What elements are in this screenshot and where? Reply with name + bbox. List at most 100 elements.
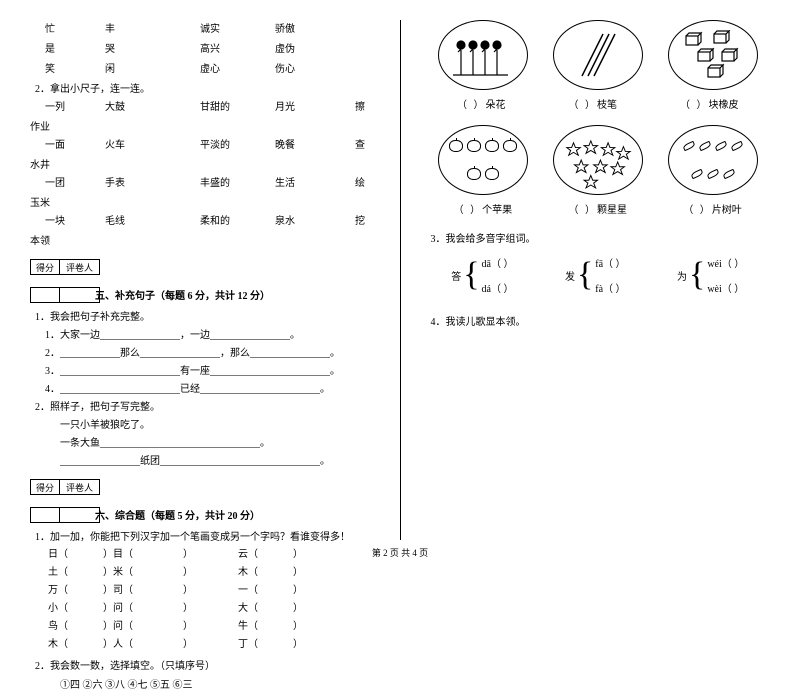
word: 水井 — [30, 156, 375, 171]
antonym-block: 忙 丰 诚实 骄傲 是 哭 高兴 虚伪 笑 闲 虚心 伤心 — [30, 20, 375, 75]
count-label: （ ）块橡皮 — [680, 96, 739, 111]
pinyin-top: dā（ ） — [482, 255, 514, 270]
word: 诚实 — [200, 20, 275, 35]
brace-icon: { — [463, 258, 479, 292]
brace-icon: { — [689, 258, 705, 292]
word: 平淡的 — [200, 136, 275, 151]
pinyin-bot: wèi（ ） — [707, 280, 744, 295]
grader-cell: 评卷人 — [60, 259, 100, 275]
word: 伤心 — [275, 60, 355, 75]
pinyin-bot: dá（ ） — [482, 280, 514, 295]
count-label: （ ）枝笔 — [569, 96, 618, 111]
pinyin-row: 答{dā（ ）dá（ ）发{fā（ ）fà（ ）为{wéi（ ）wèi（ ） — [426, 255, 771, 295]
char: 发 — [565, 268, 575, 283]
word: 本领 — [30, 232, 375, 247]
word: 高兴 — [200, 40, 275, 55]
image-row-1 — [426, 20, 771, 90]
word: 虚伪 — [275, 40, 355, 55]
word: 哭 — [105, 40, 200, 55]
word: 甘甜的 — [200, 98, 275, 113]
grader-cell: 评卷人 — [60, 479, 100, 495]
word: 笑 — [45, 60, 105, 75]
word: 月光 — [275, 98, 355, 113]
word: 一块 — [45, 212, 105, 227]
char-row: 土（）米（）木（） — [48, 564, 375, 582]
pinyin-bot: fà（ ） — [595, 280, 625, 295]
word: 丰盛的 — [200, 174, 275, 189]
word: 挖 — [355, 212, 365, 227]
word: 是 — [45, 40, 105, 55]
q2-title: 2．拿出小尺子，连一连。 — [35, 80, 375, 95]
flowers-icon — [438, 20, 528, 90]
word: 火车 — [105, 136, 200, 151]
grader-blank — [60, 507, 100, 523]
count-label: （ ）朵花 — [457, 96, 506, 111]
q6-2: 2．我会数一数，选择填空。（只填序号） — [35, 657, 375, 672]
word: 查 — [355, 136, 365, 151]
q5-2: 2．照样子，把句子写完整。 — [35, 398, 375, 413]
word: 擦 — [355, 98, 365, 113]
word: 毛线 — [105, 212, 200, 227]
column-divider — [400, 20, 401, 540]
circle-numbers: ①四 ②六 ③八 ④七 ⑤五 ⑥三 — [60, 676, 375, 691]
word: 虚心 — [200, 60, 275, 75]
char-row: 木（）人（）丁（） — [48, 636, 375, 654]
section6-title: 六、综合题（每题 5 分，共计 20 分） — [95, 507, 375, 522]
char-row: 鸟（）问（）牛（） — [48, 618, 375, 636]
word-row: 笑 闲 虚心 伤心 — [30, 60, 375, 75]
count-label: （ ）颗星星 — [568, 201, 627, 216]
left-column: 忙 丰 诚实 骄傲 是 哭 高兴 虚伪 笑 闲 虚心 伤心 2．拿出小尺子，连一… — [30, 20, 375, 540]
fill-line: 2．____________那么________________，那么_____… — [45, 344, 375, 359]
word: 泉水 — [275, 212, 355, 227]
char-row: 小（）问（）大（） — [48, 600, 375, 618]
count-label: （ ）个苹果 — [454, 201, 513, 216]
image-row-2 — [426, 125, 771, 195]
word-row: 忙 丰 诚实 骄傲 — [30, 20, 375, 35]
pinyin-group: 为{wéi（ ）wèi（ ） — [677, 255, 744, 295]
fill-line: 4．________________________已经____________… — [45, 380, 375, 395]
word-row: 是 哭 高兴 虚伪 — [30, 40, 375, 55]
fill-line: 一只小羊被狼吃了。 — [60, 416, 375, 431]
score-blank — [30, 287, 60, 303]
score-cell: 得分 — [30, 259, 60, 275]
pinyin-group: 答{dā（ ） dá（ ） — [451, 255, 513, 295]
pinyin-group: 发{fā（ ） fà（ ） — [565, 255, 626, 295]
stars-icon — [553, 125, 643, 195]
fill-line: 1．大家一边________________，一边_______________… — [45, 326, 375, 341]
score-cell: 得分 — [30, 479, 60, 495]
word: 生活 — [275, 174, 355, 189]
word: 忙 — [45, 20, 105, 35]
pinyin-top: fā（ ） — [595, 255, 625, 270]
word: 手表 — [105, 174, 200, 189]
word: 一列 — [45, 98, 105, 113]
fill-line: 一条大鱼________________________________。 — [60, 434, 375, 449]
brace-icon: { — [577, 258, 593, 292]
fill-line: ________________纸团______________________… — [60, 452, 375, 467]
page-footer: 第 2 页 共 4 页 — [0, 546, 800, 559]
word: 玉米 — [30, 194, 375, 209]
section5-title: 五、补充句子（每题 6 分，共计 12 分） — [95, 287, 375, 302]
pencils-icon — [553, 20, 643, 90]
word: 绘 — [355, 174, 365, 189]
word: 柔和的 — [200, 212, 275, 227]
leaves-icon — [668, 125, 758, 195]
connect-block: 一列大鼓甘甜的月光擦作业一面火车平淡的晚餐查水井一团手表丰盛的生活绘玉米一块毛线… — [30, 98, 375, 247]
fill-line: 3．________________________有一座___________… — [45, 362, 375, 377]
q5-1: 1．我会把句子补充完整。 — [35, 308, 375, 323]
word: 丰 — [105, 20, 200, 35]
word: 晚餐 — [275, 136, 355, 151]
score-box: 得分 评卷人 — [30, 259, 375, 275]
count-label: （ ）片树叶 — [683, 201, 742, 216]
word: 闲 — [105, 60, 200, 75]
score-box: 得分 评卷人 — [30, 479, 375, 495]
word: 大鼓 — [105, 98, 200, 113]
right-column: （ ）朵花 （ ）枝笔 （ ）块橡皮 — [426, 20, 771, 540]
word: 作业 — [30, 118, 375, 133]
char: 答 — [451, 268, 461, 283]
char-row: 万（）司（）一（） — [48, 582, 375, 600]
grader-blank — [60, 287, 100, 303]
apples-icon — [438, 125, 528, 195]
word: 骄傲 — [275, 20, 355, 35]
word: 一面 — [45, 136, 105, 151]
score-blank — [30, 507, 60, 523]
